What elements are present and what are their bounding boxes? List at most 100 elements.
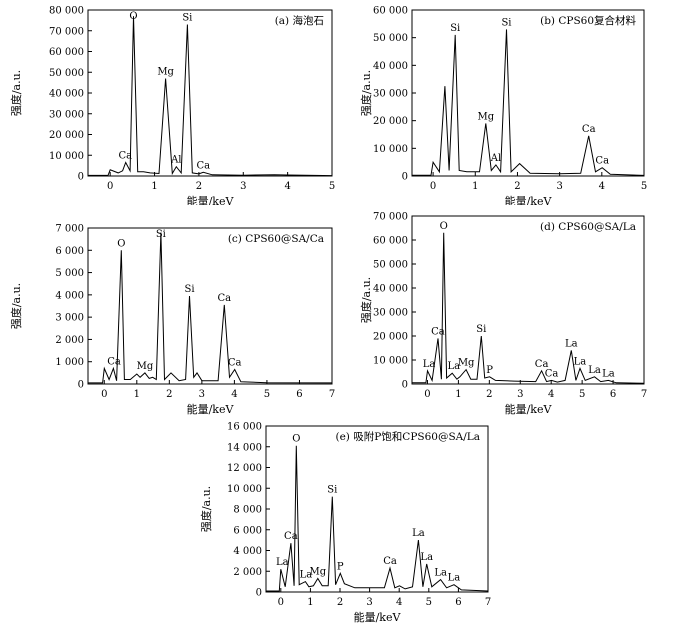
x-tick-label: 2 bbox=[337, 597, 343, 608]
x-tick-label: 7 bbox=[641, 389, 647, 400]
panel-title: (b) CPS60复合材料 bbox=[540, 14, 636, 27]
peak-label: La bbox=[574, 356, 587, 367]
peak-label: Si bbox=[476, 324, 486, 335]
peak-label: Ca bbox=[118, 151, 132, 162]
y-tick-label: 10 000 bbox=[373, 144, 408, 155]
x-tick-label: 3 bbox=[240, 181, 246, 192]
x-tick-label: 1 bbox=[307, 597, 313, 608]
x-tick-label: 6 bbox=[455, 597, 461, 608]
plot-frame bbox=[87, 227, 333, 385]
peak-label: Al bbox=[170, 155, 181, 166]
x-tick-label: 0 bbox=[278, 597, 284, 608]
x-axis-label: 能量/keV bbox=[187, 402, 235, 415]
x-tick-label: 0 bbox=[107, 181, 113, 192]
x-tick-label: 6 bbox=[610, 389, 616, 400]
x-tick-label: 5 bbox=[329, 181, 335, 192]
y-tick-label: 50 000 bbox=[373, 260, 408, 271]
x-axis-label: 能量/keV bbox=[505, 194, 553, 205]
x-axis-label: 能量/keV bbox=[354, 610, 402, 624]
x-axis-label: 能量/keV bbox=[187, 194, 235, 205]
y-tick-label: 40 000 bbox=[373, 61, 408, 72]
peak-label: Si bbox=[156, 229, 166, 240]
peak-label: La bbox=[423, 359, 436, 370]
y-tick-label: 50 000 bbox=[373, 33, 408, 44]
peak-label: La bbox=[588, 365, 601, 376]
y-tick-label: 6 000 bbox=[233, 525, 262, 536]
y-axis-label: 强度/a.u. bbox=[199, 486, 213, 532]
peak-label: La bbox=[412, 528, 425, 539]
x-tick-label: 5 bbox=[426, 597, 432, 608]
chart-c: 0 1 000 2 000 3 000 4 000 5 000 6 000 7 000 0 1 2 3… bbox=[9, 224, 335, 417]
y-tick-label: 16 000 bbox=[227, 422, 262, 433]
y-tick-label: 80 000 bbox=[49, 6, 84, 17]
panel-b: 0 10 000 20 000 30 000 40 000 50 000 60 000 0 1 2… bbox=[350, 0, 700, 209]
chart-e: 0 2 000 4 000 6 000 8 000 10 000 12 000 14 000 1… bbox=[199, 422, 491, 625]
spectrum-line bbox=[412, 29, 645, 176]
peak-label: La bbox=[300, 570, 313, 581]
y-tick-label: 70 000 bbox=[49, 26, 84, 37]
panel-title: (e) 吸附P饱和CPS60@SA/La bbox=[335, 430, 480, 443]
y-tick-label: 30 000 bbox=[49, 109, 84, 120]
panel-title: (c) CPS60@SA/Ca bbox=[228, 233, 324, 245]
x-tick-label: 4 bbox=[548, 389, 554, 400]
y-tick-label: 3 000 bbox=[55, 313, 84, 324]
y-tick-label: 4 000 bbox=[233, 546, 262, 557]
peak-label: La bbox=[420, 552, 433, 563]
y-tick-label: 20 000 bbox=[49, 130, 84, 141]
x-tick-label: 5 bbox=[264, 389, 270, 400]
peak-label: O bbox=[440, 221, 448, 232]
x-tick-label: 0 bbox=[101, 389, 107, 400]
x-tick-label: 0 bbox=[424, 389, 430, 400]
peak-label: La bbox=[434, 568, 447, 579]
peak-label: Mg bbox=[458, 358, 475, 369]
peak-label: Si bbox=[501, 17, 511, 28]
peak-label: Mg bbox=[157, 66, 174, 77]
y-tick-label: 1 000 bbox=[55, 357, 84, 368]
peak-label: Mg bbox=[309, 567, 326, 578]
x-tick-label: 3 bbox=[517, 389, 523, 400]
y-tick-label: 70 000 bbox=[373, 212, 408, 223]
peak-label: La bbox=[565, 338, 578, 349]
y-tick-label: 0 bbox=[78, 380, 84, 391]
peak-label: Ca bbox=[383, 556, 397, 567]
peak-label: La bbox=[448, 573, 461, 584]
y-tick-label: 40 000 bbox=[49, 89, 84, 100]
chart-d: 0 10 000 20 000 30 000 40 000 50 000 60 000 70 … bbox=[359, 212, 647, 417]
x-tick-label: 5 bbox=[641, 181, 647, 192]
y-tick-label: 0 bbox=[402, 380, 408, 391]
y-tick-label: 2 000 bbox=[233, 567, 262, 578]
x-tick-label: 1 bbox=[134, 389, 140, 400]
y-tick-label: 60 000 bbox=[373, 236, 408, 247]
peak-label: Mg bbox=[477, 111, 494, 122]
peak-label: Ca bbox=[582, 124, 596, 135]
x-tick-label: 6 bbox=[296, 389, 302, 400]
peak-label: Ca bbox=[535, 359, 549, 370]
y-tick-label: 20 000 bbox=[373, 332, 408, 343]
y-tick-label: 10 000 bbox=[373, 356, 408, 367]
peak-label: Ca bbox=[595, 156, 609, 167]
y-tick-label: 60 000 bbox=[373, 6, 408, 17]
panel-title: (d) CPS60@SA/La bbox=[540, 221, 636, 233]
spectrum-line bbox=[88, 16, 333, 177]
y-axis-label: 强度/a.u. bbox=[359, 70, 373, 116]
x-tick-label: 1 bbox=[151, 181, 157, 192]
y-tick-label: 10 000 bbox=[227, 484, 262, 495]
x-tick-label: 2 bbox=[166, 389, 172, 400]
spectrum-line bbox=[88, 232, 333, 384]
x-tick-label: 2 bbox=[196, 181, 202, 192]
chart-a: 0 10 000 20 000 30 000 40 000 50 000 60 000 70 … bbox=[9, 6, 335, 209]
panel-e: 0 2 000 4 000 6 000 8 000 10 000 12 000 14 000 1… bbox=[190, 418, 510, 627]
y-axis-label: 强度/a.u. bbox=[9, 283, 23, 329]
peak-label: P bbox=[486, 365, 493, 376]
x-tick-label: 4 bbox=[599, 181, 605, 192]
y-tick-label: 30 000 bbox=[373, 89, 408, 100]
y-tick-label: 8 000 bbox=[233, 505, 262, 516]
peak-label: Ca bbox=[284, 531, 298, 542]
peak-label: La bbox=[602, 368, 615, 379]
y-tick-label: 6 000 bbox=[55, 246, 84, 257]
x-tick-label: 3 bbox=[199, 389, 205, 400]
x-tick-label: 4 bbox=[396, 597, 402, 608]
y-tick-label: 40 000 bbox=[373, 284, 408, 295]
peak-label: P bbox=[337, 561, 344, 572]
x-tick-label: 2 bbox=[486, 389, 492, 400]
